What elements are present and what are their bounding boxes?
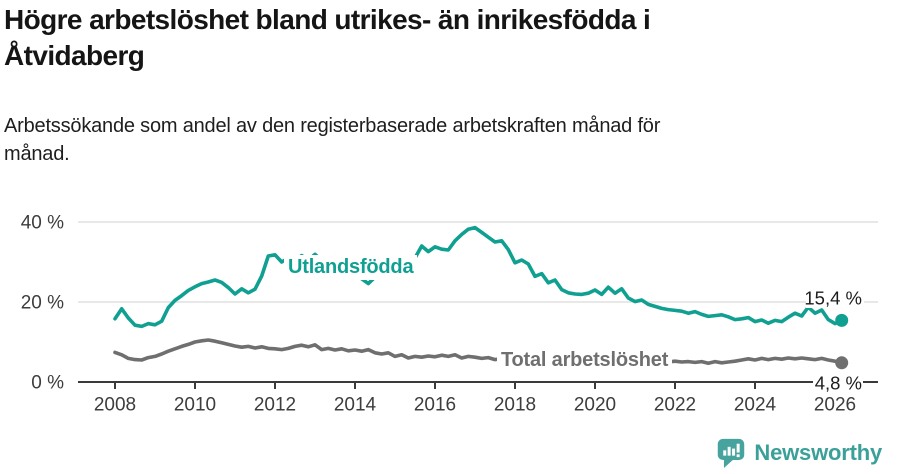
chart-subtitle-line1: Arbetssökande som andel av den registerb…: [4, 115, 661, 137]
x-tick-label: 2022: [654, 395, 696, 416]
chart-title-line2: Åtvidaberg: [4, 40, 145, 71]
series-line-1: [113, 338, 844, 365]
x-tick-label: 2020: [574, 395, 616, 416]
y-tick-label: 20 %: [21, 293, 64, 314]
chart-subtitle-line2: månad.: [4, 143, 70, 165]
x-tick-label: 2014: [334, 395, 377, 416]
end-label-bg-0: [806, 287, 864, 308]
y-tick-label: 0 %: [31, 373, 64, 394]
x-tick-label: 2012: [254, 395, 296, 416]
chart-subtitle: Arbetssökande som andel av den registerb…: [4, 112, 864, 168]
series-label-utlandsfodda: Utlandsfödda: [284, 255, 418, 280]
chart-title: Högre arbetslöshet bland utrikes- än inr…: [4, 2, 864, 74]
y-tick-label: 40 %: [21, 213, 64, 234]
end-dot-0: [835, 313, 849, 327]
plot-area: 0 % 20 % 40 % 2008 2010 2012 2014 2016 2018 2020 2…: [0, 170, 900, 432]
x-tick-label: 2018: [494, 395, 536, 416]
chart-title-line1: Högre arbetslöshet bland utrikes- än inr…: [4, 4, 651, 35]
end-value-label-1: 4,8 %: [815, 373, 862, 394]
x-tick-label: 2016: [414, 395, 456, 416]
chart-canvas: 0 % 20 % 40 % 2008 2010 2012 2014 2016 2018 2020 2…: [21, 213, 878, 416]
end-value-label-0: 15,4 %: [804, 288, 862, 309]
x-tick-label: 2010: [174, 395, 216, 416]
newsworthy-logo-icon: [718, 438, 745, 468]
x-tick-label: 2026: [814, 395, 856, 416]
end-label-bg-1: [813, 372, 863, 393]
x-tick-label: 2024: [734, 395, 777, 416]
series-line-0: [113, 225, 844, 329]
brand-name: Newsworthy: [754, 440, 882, 465]
series-label-total-arbetsloshet: Total arbetslöshet: [497, 348, 673, 373]
newsworthy-brand-link[interactable]: Newsworthy: [716, 437, 882, 469]
end-dot-1: [835, 356, 849, 370]
x-tick-label: 2008: [94, 395, 136, 416]
